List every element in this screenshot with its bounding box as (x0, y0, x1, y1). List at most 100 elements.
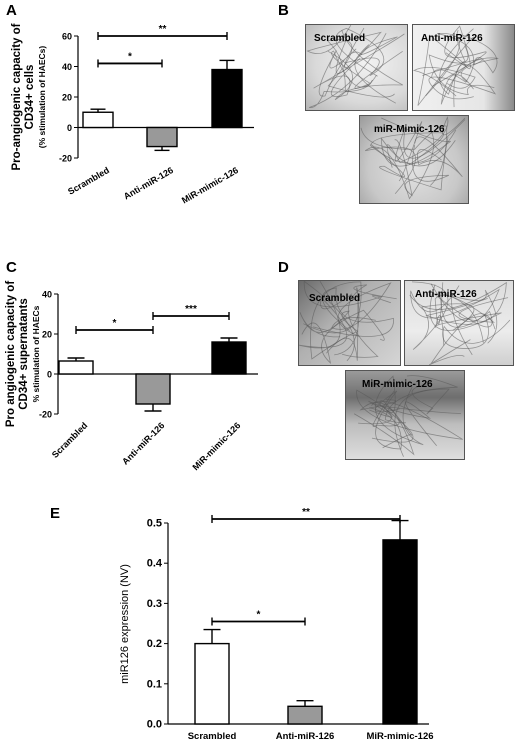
significance-label: * (128, 51, 132, 62)
micrograph-b-anti: Anti-miR-126 (412, 24, 515, 111)
vessel-line (331, 50, 403, 89)
vessel-line (299, 310, 359, 338)
vessel-line (409, 281, 507, 325)
significance-label: * (257, 609, 261, 620)
significance-label: ** (302, 507, 310, 518)
vessel-line (318, 48, 363, 97)
panel-letter-b: B (278, 2, 289, 19)
vessel-line (384, 375, 458, 424)
vessel-line (440, 57, 499, 105)
vessel-line (413, 66, 476, 97)
micrograph-label: miR-Mimic-126 (374, 124, 445, 135)
micrograph-label: MiR-mimic-126 (362, 379, 433, 390)
micrograph-label: Scrambled (309, 293, 361, 304)
vessel-line (335, 36, 398, 104)
y-tick-label: 0.5 (147, 518, 162, 530)
bar-1 (194, 642, 230, 725)
vessel-line (371, 390, 414, 443)
vessel-line (326, 39, 395, 98)
micrograph-d-scrambled: Scrambled (298, 280, 401, 366)
micrograph-b-mimic: miR-Mimic-126 (359, 115, 469, 204)
y-tick-label: 20 (42, 330, 52, 340)
y-tick-label: 0.4 (147, 558, 163, 570)
vessel-line (309, 32, 387, 108)
vessel-line (417, 34, 475, 106)
vessel-line (422, 34, 498, 76)
y-axis-title: miR126 expression (NV) (119, 564, 131, 684)
vessel-line (429, 313, 496, 365)
significance-label: ** (159, 24, 167, 35)
micrograph-label: Anti-miR-126 (421, 33, 483, 44)
panel-letter-a: A (6, 2, 17, 19)
y-tick-label: 0.2 (147, 638, 162, 650)
vessel-line (356, 389, 463, 440)
micrograph-d-anti: Anti-miR-126 (404, 280, 514, 366)
vessel-line (368, 400, 437, 447)
y-tick-label: -20 (39, 410, 52, 420)
y-axis-subtitle: (% stimulation of HAECs) (37, 46, 47, 149)
vessel-line (439, 28, 474, 95)
micrograph-b-scrambled: Scrambled (305, 24, 408, 111)
vessel-line (326, 287, 360, 361)
vessel-line (335, 27, 385, 77)
y-tick-label: 0 (67, 123, 72, 133)
vessel-line (371, 136, 449, 191)
y-axis-title: Pro angiogenic capacity ofCD34+ supernat… (5, 281, 41, 428)
vessel-line (442, 314, 511, 349)
vessel-line (299, 281, 353, 349)
y-tick-label: 40 (62, 62, 72, 72)
category-label: Anti-miR-126 (276, 731, 335, 741)
vessel-line (360, 125, 448, 186)
vessel-line (386, 116, 466, 168)
y-axis-title-line: Pro angiogenic capacity of (5, 281, 17, 428)
y-axis-title: Pro-angiogenic capacity ofCD34+ cells(% … (11, 23, 47, 170)
category-label: MiR-mimic-126 (366, 731, 433, 741)
vessel-line (414, 136, 463, 177)
bar-2 (287, 705, 323, 725)
vessel-line (434, 282, 509, 325)
vessel-network (306, 25, 405, 108)
significance-label: *** (185, 304, 197, 315)
y-axis-title-line: CD34+ cells (24, 65, 36, 130)
y-tick-label: 0.1 (147, 678, 162, 690)
vessel-line (379, 400, 461, 449)
panel-letter-d: D (278, 259, 289, 276)
micrograph-d-mimic: MiR-mimic-126 (345, 370, 465, 460)
y-axis-title-line: CD34+ supernatants (18, 298, 30, 410)
y-tick-label: 0.0 (147, 719, 162, 731)
y-tick-label: 20 (62, 93, 72, 103)
vessel-line (394, 384, 450, 457)
panel-letter-e: E (50, 505, 61, 522)
vessel-line (394, 139, 450, 197)
vessel-line (451, 289, 498, 356)
y-tick-label: 40 (42, 290, 52, 300)
significance-label: * (113, 318, 117, 329)
vessel-network (413, 25, 499, 108)
category-label: Scrambled (188, 731, 237, 741)
vessel-line (370, 129, 457, 166)
vessel-network (360, 116, 466, 200)
vessel-network (409, 281, 511, 365)
vessel-network (353, 375, 463, 457)
vessel-line (303, 281, 392, 362)
vessel-line (313, 33, 405, 98)
vessel-line (327, 29, 403, 101)
vessel-line (306, 25, 382, 69)
y-tick-label: 0 (47, 370, 52, 380)
vessel-network (299, 281, 397, 365)
vessel-line (342, 284, 397, 358)
micrograph-label: Anti-miR-126 (415, 289, 477, 300)
panel-letter-c: C (6, 259, 17, 276)
vessel-line (301, 309, 385, 365)
bar-3 (211, 341, 247, 375)
vessel-line (364, 129, 435, 200)
vessel-line (431, 291, 493, 343)
y-tick-label: 0.3 (147, 598, 162, 610)
y-axis-title-line: Pro-angiogenic capacity of (11, 23, 23, 170)
y-tick-label: -20 (59, 154, 72, 164)
vessel-line (380, 117, 456, 167)
y-axis-subtitle: % stimulation of HAECs (31, 305, 41, 402)
